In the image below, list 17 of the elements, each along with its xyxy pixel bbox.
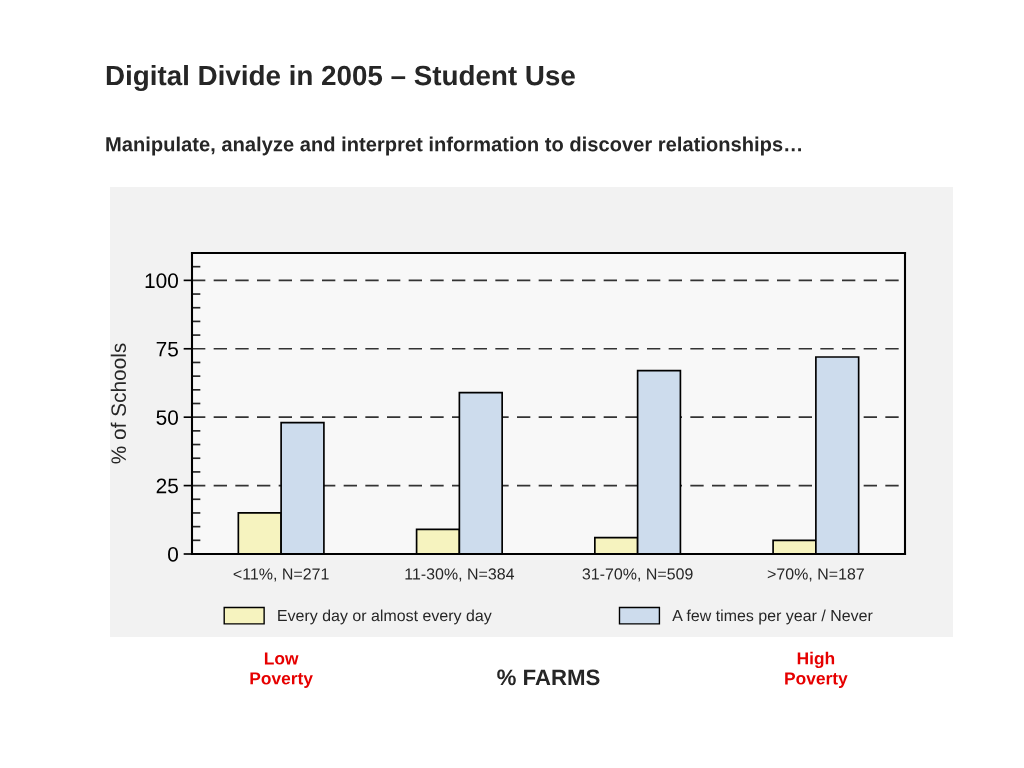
x-tick-label: 31-70%, N=509 xyxy=(582,568,693,582)
y-tick-label: 50 xyxy=(156,410,178,425)
y-tick-label: 25 xyxy=(156,478,178,494)
y-tick-label: 100 xyxy=(145,273,178,289)
chart-title: Digital Divide in 2005 – Student Use xyxy=(106,64,575,92)
chart-subtitle: Manipulate, analyze and interpret information to discover relationships… xyxy=(106,136,801,156)
x-tick-label: >70%, N=187 xyxy=(767,568,864,582)
y-tick-label: 0 xyxy=(168,547,178,562)
y-tick-label: 75 xyxy=(156,341,178,357)
x-tick-label: 11-30%, N=384 xyxy=(405,568,515,582)
legend-label: Every day or almost every day xyxy=(278,609,492,625)
y-axis-title: % of Schools xyxy=(110,343,127,464)
text: Low Poverty xyxy=(250,652,313,688)
legend-label: A few times per year / Never xyxy=(672,609,873,625)
text: High Poverty xyxy=(785,651,848,688)
x-tick-label: <11%, N=271 xyxy=(233,568,329,582)
x-axis-title: % FARMS xyxy=(497,669,600,686)
